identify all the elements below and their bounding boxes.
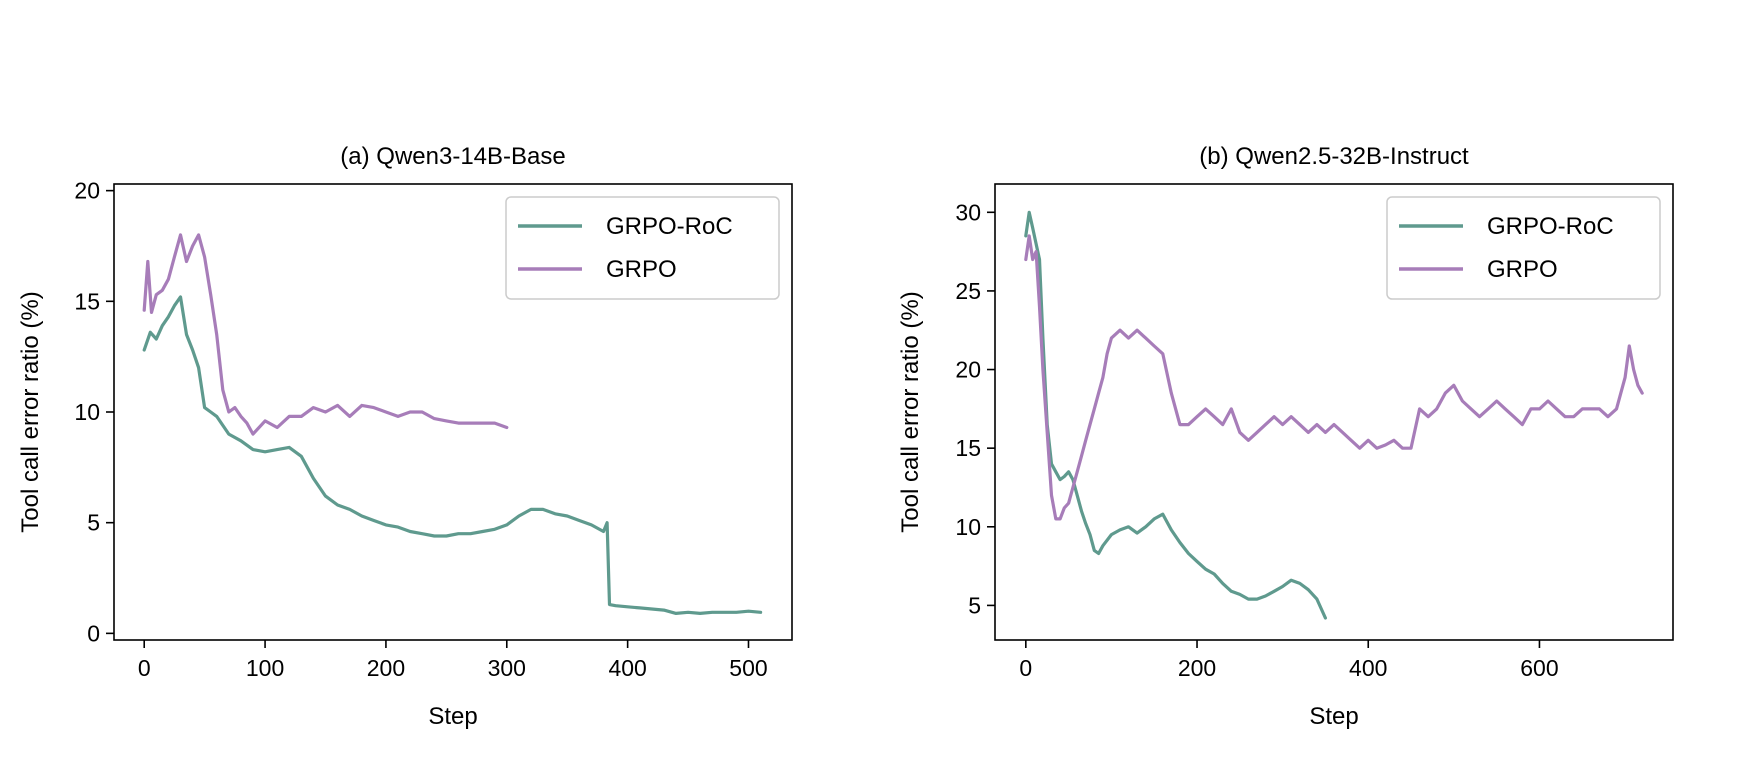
subplot-a-x-tick-label-100: 100: [246, 655, 284, 681]
subplot-b-x-tick-label-0: 0: [1019, 655, 1032, 681]
subplot-b-lines: [1024, 210, 1644, 620]
subplot-a-x-tick-label-0: 0: [138, 655, 151, 681]
subplot-a-x-ticks: 0 100 200 300 400 500: [138, 640, 768, 681]
subplot-b-legend: GRPO-RoC GRPO: [1386, 196, 1661, 300]
subplot-b-legend-box: [1386, 196, 1661, 300]
subplot-b-x-tick-label-200: 200: [1178, 655, 1216, 681]
subplot-a-legend: GRPO-RoC GRPO: [505, 196, 780, 300]
subplot-a-x-tick-label-200: 200: [367, 655, 405, 681]
subplot-a-lines: [142, 233, 763, 615]
subplot-a-y-ticks: 0 5 10 15 20: [74, 178, 114, 646]
subplot-a-legend-label-grpo: GRPO: [606, 256, 677, 283]
subplot-a-x-tick-label-400: 400: [608, 655, 646, 681]
subplot-a-title: (a) Qwen3-14B-Base: [340, 143, 565, 170]
subplot-b-legend-label-grpo-roc: GRPO-RoC: [1487, 213, 1614, 240]
subplot-b-axes-frame: [994, 183, 1674, 641]
subplot-b-x-axis-label: Step: [1309, 703, 1358, 730]
subplot-a-legend-label-grpo-roc: GRPO-RoC: [606, 213, 733, 240]
subplot-a-x-tick-label-300: 300: [488, 655, 526, 681]
subplot-a-legend-box: [505, 196, 780, 300]
subplot-a-y-axis-label: Tool call error ratio (%): [17, 291, 44, 532]
subplot-b-y-axis-label: Tool call error ratio (%): [897, 291, 924, 532]
subplot-b: (b) Qwen2.5-32B-Instruct 0 200 400 600 5 10 1…: [897, 143, 1674, 730]
subplot-b-line-grpo-roc: [1024, 210, 1327, 620]
subplot-a-y-tick-label-5: 5: [87, 510, 100, 536]
subplot-a-y-tick-label-0: 0: [87, 620, 100, 646]
subplot-a-line-grpo: [142, 233, 509, 436]
subplot-b-y-tick-label-10: 10: [955, 514, 981, 540]
subplot-b-line-grpo: [1024, 234, 1644, 521]
subplot-b-y-tick-label-30: 30: [955, 199, 981, 225]
subplot-a-y-tick-label-10: 10: [74, 399, 100, 425]
subplot-b-x-tick-label-400: 400: [1349, 655, 1387, 681]
subplot-b-x-ticks: 0 200 400 600: [1019, 640, 1559, 681]
subplot-b-legend-label-grpo: GRPO: [1487, 256, 1558, 283]
subplot-a-line-grpo-roc: [142, 295, 763, 615]
subplot-a: (a) Qwen3-14B-Base 0 100 200 300 400 500 0 5 10…: [17, 143, 793, 730]
subplot-b-title: (b) Qwen2.5-32B-Instruct: [1199, 143, 1469, 170]
subplot-a-x-tick-label-500: 500: [729, 655, 767, 681]
subplot-b-y-tick-label-20: 20: [955, 357, 981, 383]
subplot-b-y-tick-label-15: 15: [955, 435, 981, 461]
subplot-b-y-tick-label-25: 25: [955, 278, 981, 304]
subplot-b-y-ticks: 5 10 15 20 25 30: [955, 199, 995, 618]
subplot-a-y-tick-label-20: 20: [74, 178, 100, 204]
subplot-b-x-tick-label-600: 600: [1520, 655, 1558, 681]
subplot-a-x-axis-label: Step: [428, 703, 477, 730]
subplot-a-y-tick-label-15: 15: [74, 288, 100, 314]
subplot-b-y-tick-label-5: 5: [968, 592, 981, 618]
